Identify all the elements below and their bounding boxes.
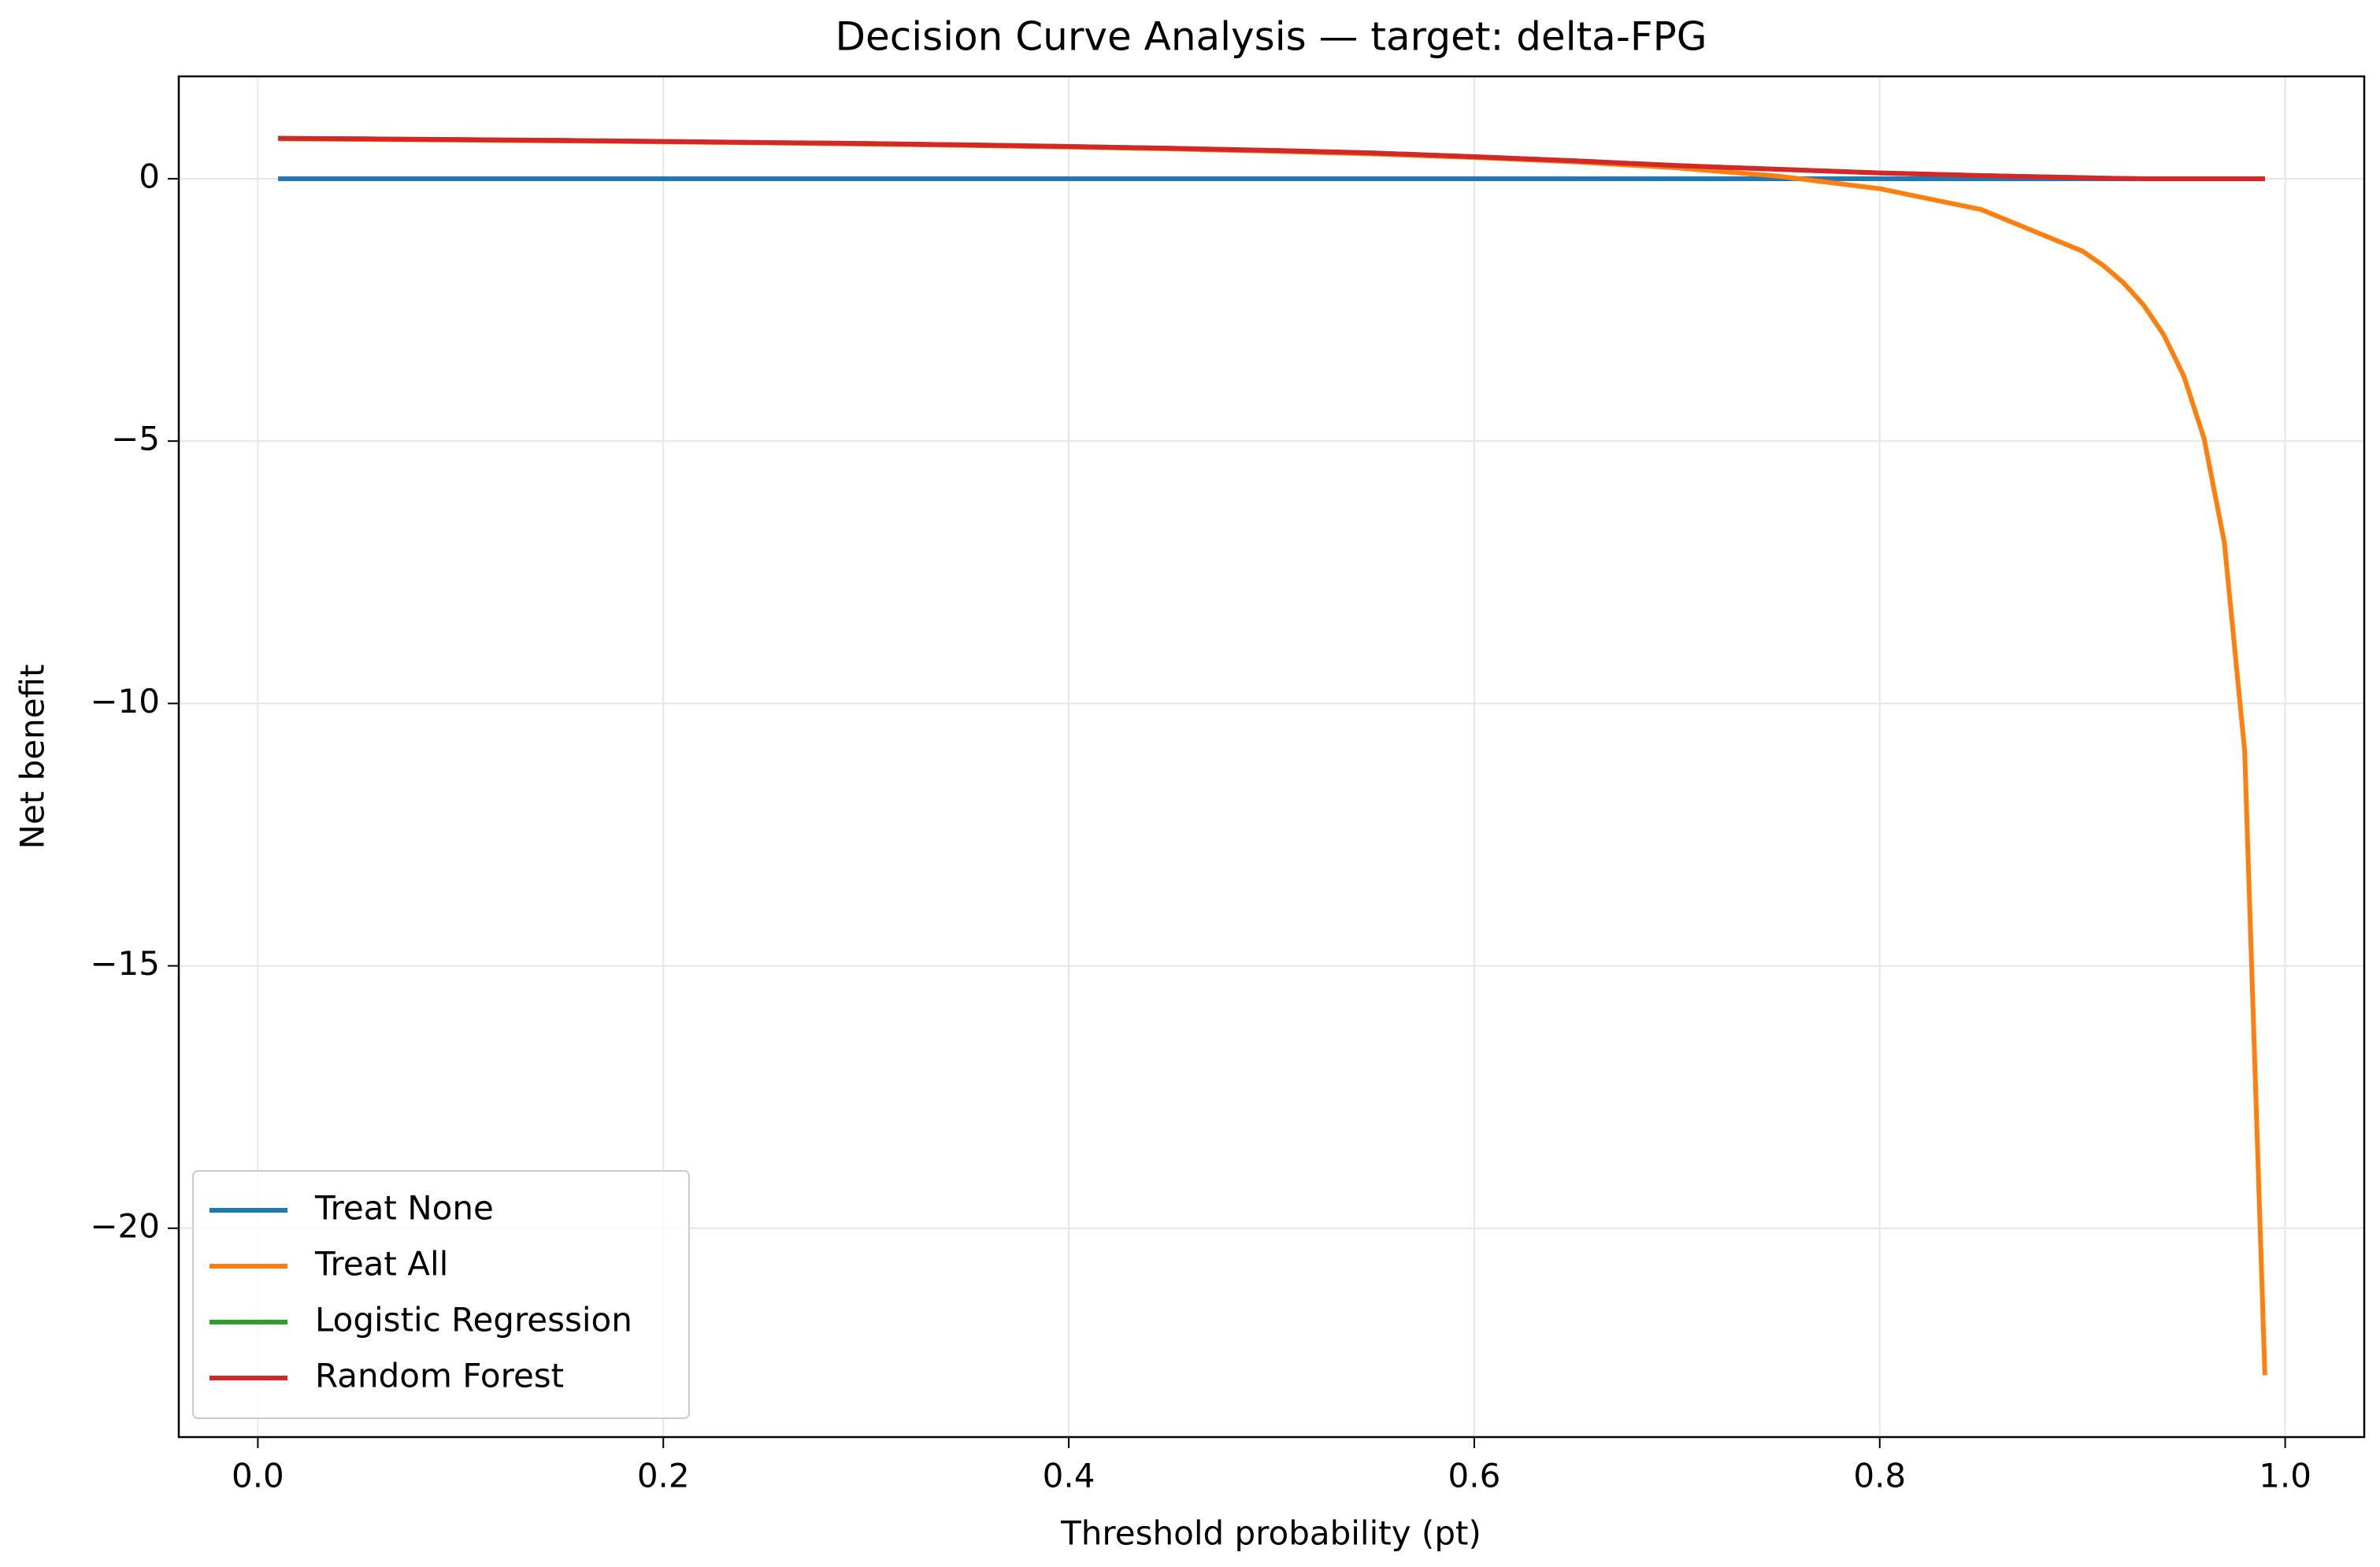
x-tick-label: 0.2	[637, 1457, 690, 1495]
x-tick-label: 0.4	[1043, 1457, 1095, 1495]
y-tick-label: −15	[90, 944, 160, 983]
series-line	[278, 135, 2265, 181]
legend: Treat None Treat All Logistic Regression Ra…	[192, 1170, 690, 1419]
x-tick-label: 1.0	[2259, 1457, 2311, 1495]
legend-label: Treat None	[314, 1189, 494, 1228]
y-axis-label: Net benefit	[13, 665, 52, 850]
legend-label: Treat All	[314, 1245, 448, 1284]
x-tick-label: 0.0	[232, 1457, 284, 1495]
series-line	[278, 135, 2265, 181]
legend-box	[192, 1170, 690, 1419]
chart-title: Decision Curve Analysis — target: delta-…	[835, 14, 1707, 60]
x-axis-label: Threshold probability (pt)	[1060, 1514, 1481, 1553]
plot-frame	[177, 75, 2366, 1439]
legend-label: Logistic Regression	[315, 1301, 632, 1339]
y-tick-label: 0	[139, 157, 160, 195]
x-tick-label: 0.6	[1448, 1457, 1501, 1495]
x-tick-label: 0.8	[1853, 1457, 1906, 1495]
y-tick-label: −20	[90, 1206, 160, 1245]
legend-label: Random Forest	[315, 1357, 564, 1395]
y-tick-label: −5	[111, 420, 160, 458]
y-tick-label: −10	[90, 682, 160, 721]
